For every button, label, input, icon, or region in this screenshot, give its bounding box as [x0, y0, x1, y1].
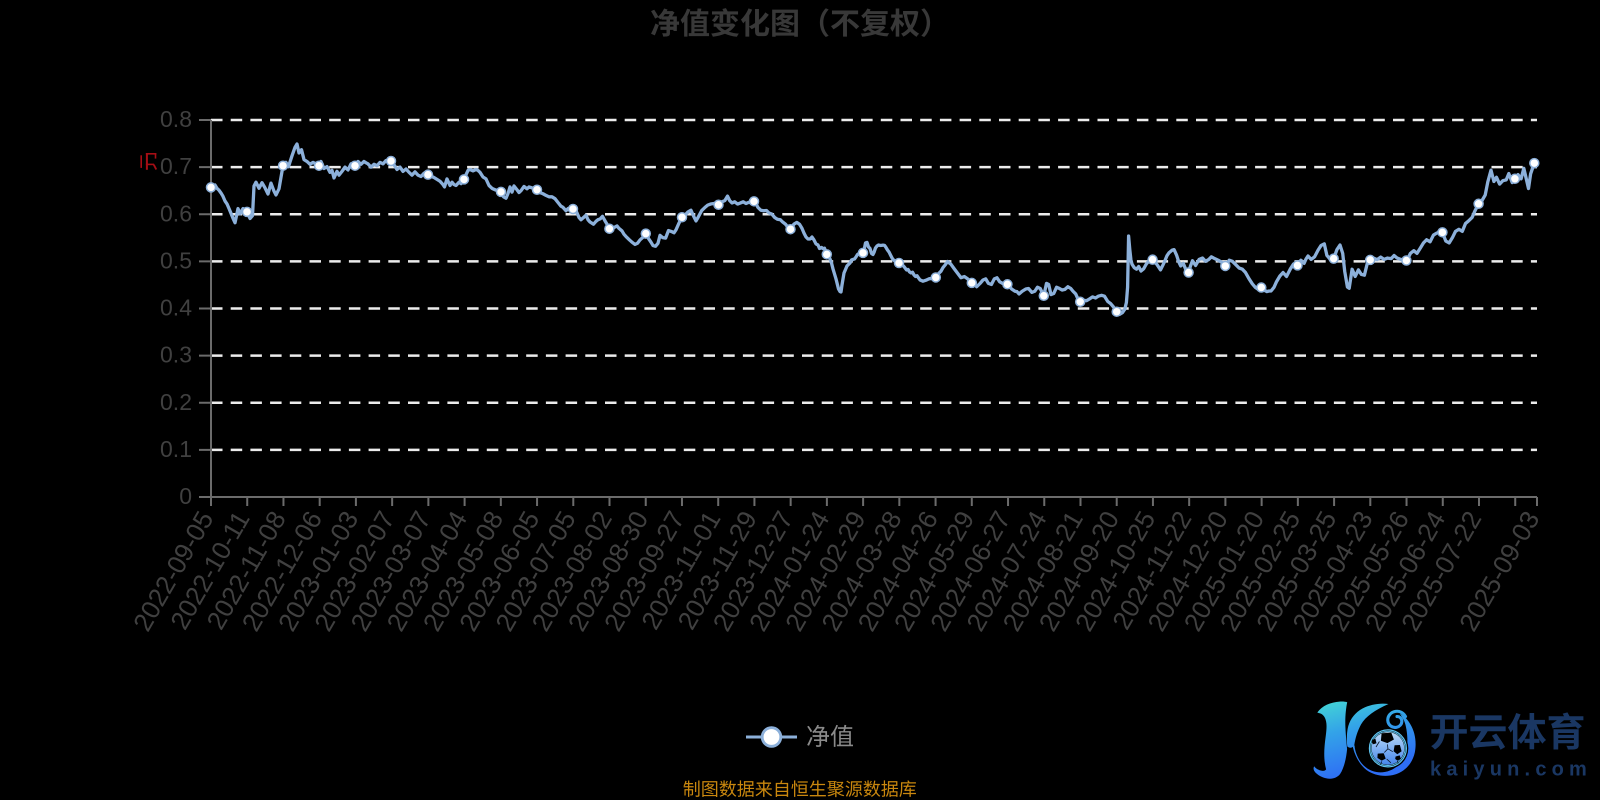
- svg-text:0.7: 0.7: [160, 153, 192, 179]
- svg-text:0.4: 0.4: [160, 295, 192, 321]
- svg-text:0.3: 0.3: [160, 342, 192, 368]
- svg-text:0.1: 0.1: [160, 436, 192, 462]
- svg-text:0.8: 0.8: [160, 106, 192, 132]
- svg-text:0.2: 0.2: [160, 389, 192, 415]
- svg-text:0.6: 0.6: [160, 200, 192, 226]
- svg-text:0.5: 0.5: [160, 247, 192, 273]
- svg-text:kaiyun.com: kaiyun.com: [1430, 759, 1592, 781]
- svg-text:0: 0: [179, 483, 192, 509]
